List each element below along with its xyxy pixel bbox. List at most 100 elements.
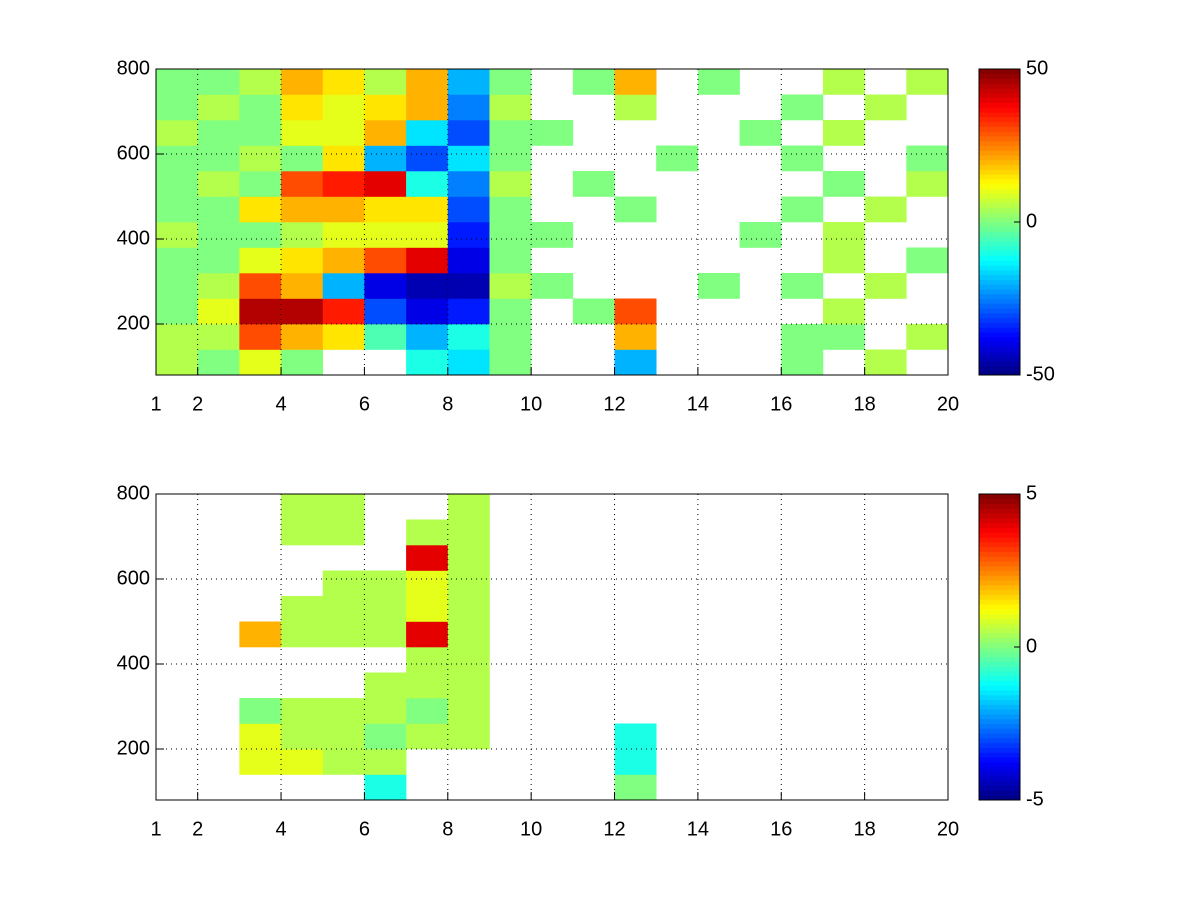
heatmap-cell: [864, 196, 907, 223]
colorbar-step: [979, 551, 1020, 557]
colorbar-step: [979, 164, 1020, 170]
heatmap-cell: [322, 247, 365, 274]
heatmap-cell: [906, 171, 949, 197]
heatmap-cell: [322, 196, 365, 223]
heatmap-cell: [364, 324, 407, 350]
heatmap-cell: [406, 120, 449, 146]
y-tick-label: 600: [117, 567, 150, 589]
heatmap-cell: [239, 222, 282, 248]
colorbar-step: [979, 537, 1020, 543]
colorbar-step: [979, 107, 1020, 113]
colorbar-step: [979, 360, 1020, 366]
heatmap-cell: [322, 145, 365, 172]
heatmap-cell: [197, 298, 240, 325]
heatmap-cell: [239, 273, 282, 299]
heatmap-cell: [239, 749, 282, 775]
heatmap-cell: [614, 349, 657, 376]
colorbar-step: [979, 709, 1020, 715]
colorbar-step: [979, 723, 1020, 729]
heatmap-cell: [281, 349, 324, 376]
heatmap-cell: [156, 247, 198, 274]
colorbar-step: [979, 498, 1020, 505]
colorbar-step: [979, 116, 1020, 123]
heatmap-cell: [406, 723, 449, 750]
y-tick-label: 400: [117, 227, 150, 249]
heatmap-cell: [822, 324, 865, 350]
colorbar-step: [979, 112, 1020, 118]
heatmap-cell: [281, 247, 324, 274]
colorbar-tick-label: 5: [1026, 482, 1037, 504]
heatmap-cell: [239, 349, 282, 376]
heatmap-cell: [906, 324, 949, 350]
colorbar-step: [979, 694, 1020, 701]
heatmap-cell: [281, 698, 324, 724]
colorbar-step: [979, 370, 1020, 376]
colorbar-step: [979, 73, 1020, 80]
heatmap-cell: [322, 222, 365, 248]
heatmap-cell: [364, 298, 407, 325]
heatmap-cell: [489, 120, 532, 146]
heatmap-cell: [322, 723, 365, 750]
colorbar-step: [979, 503, 1020, 509]
x-tick-label: 8: [442, 818, 453, 840]
heatmap-cell: [239, 196, 282, 223]
heatmap-cell: [156, 120, 198, 146]
colorbar-step: [979, 69, 1020, 75]
colorbar-tick-label: -5: [1026, 788, 1044, 810]
heatmap-cell: [281, 494, 324, 520]
heatmap-cell: [406, 273, 449, 299]
heatmap-cell: [197, 69, 240, 95]
colorbar-tick-label: 0: [1026, 635, 1037, 657]
heatmap-cell: [447, 494, 490, 520]
colorbar-step: [979, 331, 1020, 338]
x-tick-label: 2: [192, 393, 203, 415]
colorbar-step: [979, 150, 1020, 156]
heatmap-cell: [322, 621, 365, 648]
heatmap-cell: [614, 749, 657, 775]
heatmap-cell: [572, 171, 615, 197]
colorbar-step: [979, 713, 1020, 720]
colorbar-step: [979, 771, 1020, 777]
heatmap-cell: [239, 298, 282, 325]
heatmap-cell: [739, 120, 782, 146]
heatmap-cell: [239, 120, 282, 146]
heatmap-cell: [197, 222, 240, 248]
colorbar-step: [979, 742, 1020, 748]
heatmap-cell: [364, 723, 407, 750]
colorbar-step: [979, 83, 1020, 89]
heatmap-cell: [156, 94, 198, 121]
heatmap-cell: [239, 69, 282, 95]
heatmap-cell: [364, 273, 407, 299]
heatmap-cell: [322, 120, 365, 146]
colorbar-step: [979, 670, 1020, 677]
heatmap-cell: [447, 519, 490, 546]
heatmap-cell: [781, 273, 824, 299]
heatmap-cell: [572, 298, 615, 325]
y-tick-label: 200: [117, 312, 150, 334]
heatmap-cell: [239, 324, 282, 350]
heatmap-cell: [447, 698, 490, 724]
colorbar-step: [979, 222, 1020, 228]
heatmap-cell: [697, 69, 740, 95]
colorbar-step: [979, 178, 1020, 185]
heatmap-cell: [489, 324, 532, 350]
colorbar-step: [979, 565, 1020, 571]
x-tick-label: 10: [520, 818, 542, 840]
colorbar-step: [979, 680, 1020, 686]
x-tick-label: 1: [150, 818, 161, 840]
heatmap-cell: [447, 94, 490, 121]
colorbar-step: [979, 97, 1020, 103]
heatmap-cell: [406, 621, 449, 648]
colorbar-step: [979, 560, 1020, 567]
colorbar-step: [979, 752, 1020, 758]
colorbar-step: [979, 508, 1020, 514]
colorbar-step: [979, 570, 1020, 576]
x-tick-label: 20: [937, 818, 959, 840]
heatmap-cell: [822, 298, 865, 325]
heatmap-cell: [739, 222, 782, 248]
heatmap-cell: [197, 120, 240, 146]
heatmap-cell: [614, 196, 657, 223]
colorbar-step: [979, 761, 1020, 768]
heatmap-cell: [406, 698, 449, 724]
heatmap-cell: [364, 69, 407, 95]
